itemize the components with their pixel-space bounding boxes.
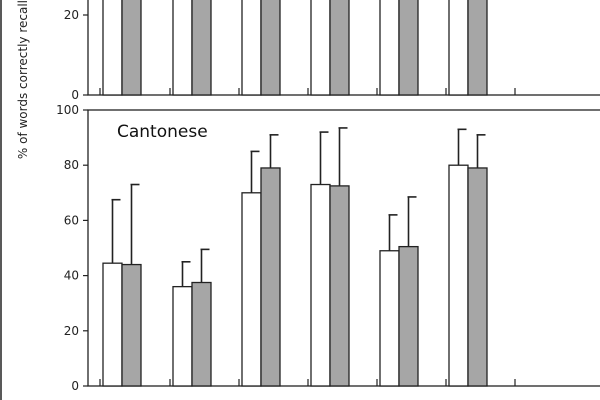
bar-top-s2-g6 (467, 0, 488, 96)
y-tick-label-cantonese-60: 60 (64, 213, 79, 227)
y-tick-label-cantonese-0: 0 (71, 379, 79, 393)
bar-top-s1-g5 (379, 0, 400, 96)
bar-cantonese-s1-g4 (310, 183, 331, 387)
bar-cantonese-s1-g1 (102, 262, 123, 387)
bottom-panel-cantonese: 0 20 40 60 80 100 Cantonese (56, 103, 600, 393)
bar-cantonese-s2-g3 (260, 167, 281, 387)
bar-cantonese-s1-g6 (448, 164, 469, 387)
y-tick-label-top-20: 20 (64, 8, 79, 22)
bar-top-s2-g4 (329, 0, 350, 96)
bar-top-s2-g1 (121, 0, 142, 96)
bar-cantonese-s1-g5 (379, 250, 400, 387)
y-tick-label-cantonese-20: 20 (64, 324, 79, 338)
bar-top-s1-g6 (448, 0, 469, 96)
panel-title-cantonese: Cantonese (117, 122, 208, 142)
y-tick-label-cantonese-40: 40 (64, 269, 79, 283)
bar-top-s2-g3 (260, 0, 281, 96)
bar-cantonese-s2-g6 (467, 167, 488, 387)
top-panel: 0 20 (64, 0, 600, 102)
bar-cantonese-s1-g3 (241, 192, 262, 387)
bar-top-s1-g2 (172, 0, 193, 96)
y-tick-label-top-0: 0 (71, 88, 79, 102)
y-tick-label-cantonese-80: 80 (64, 158, 79, 172)
bar-top-s1-g3 (241, 0, 262, 96)
bar-cantonese-s1-g2 (172, 285, 193, 387)
bar-cantonese-s2-g1 (121, 263, 142, 387)
bar-top-s1-g4 (310, 0, 331, 96)
bar-top-s1-g1 (102, 0, 123, 96)
y-axis-label-text: % of words correctly recall (16, 0, 30, 159)
bar-cantonese-s2-g4 (329, 185, 350, 387)
bar-cantonese-s2-g2 (191, 281, 212, 387)
y-axis-label: % of words correctly recall (16, 0, 30, 159)
bar-top-s2-g5 (398, 0, 419, 96)
bar-top-s2-g2 (191, 0, 212, 96)
y-tick-label-cantonese-100: 100 (56, 103, 79, 117)
bar-cantonese-s2-g5 (398, 245, 419, 387)
